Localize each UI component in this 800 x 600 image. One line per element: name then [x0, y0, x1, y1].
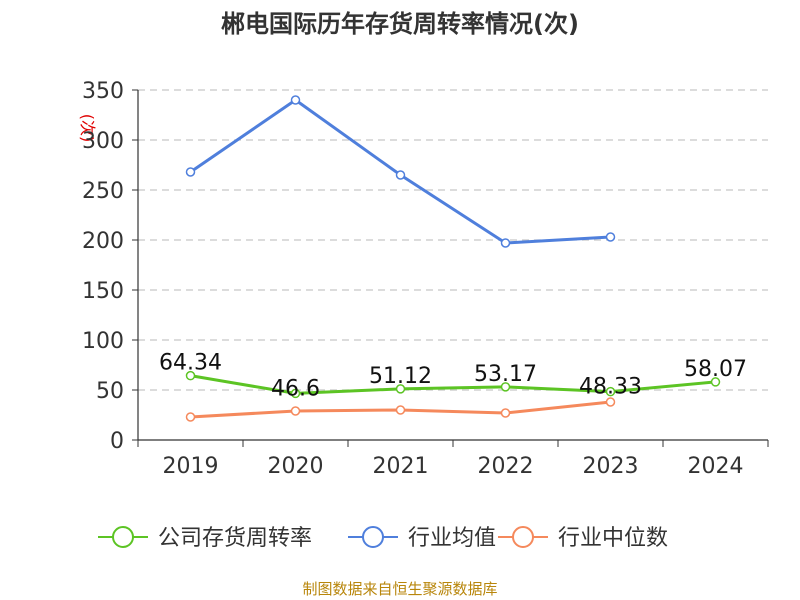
axes: 0 50 100 150 200 250 300 350 2019 2020 2021 2022 202… — [82, 79, 769, 479]
data-label: 48.33 — [579, 375, 642, 400]
data-label: 51.12 — [369, 364, 432, 389]
legend-item-0[interactable]: 公司存货周转率 — [98, 526, 312, 551]
series-layer — [185, 95, 721, 422]
legend-label: 行业中位数 — [558, 526, 668, 551]
x-tick-label: 2019 — [163, 454, 219, 479]
legend-swatch-marker — [112, 526, 134, 548]
data-label: 64.34 — [159, 351, 222, 376]
series-line — [190, 374, 716, 395]
data-point — [500, 238, 511, 248]
source-note: 制图数据来自恒生聚源数据库 — [302, 580, 497, 598]
x-tick-label: 2020 — [268, 454, 324, 479]
series-0 — [185, 370, 721, 399]
legend: 公司存货周转率 行业均值 行业中位数 — [98, 526, 668, 551]
data-label: 53.17 — [474, 362, 537, 387]
legend-item-1[interactable]: 行业均值 — [348, 526, 496, 551]
chart-title: 郴电国际历年存货周转率情况(次) — [221, 10, 579, 38]
data-point — [500, 382, 511, 392]
data-point — [185, 412, 196, 422]
legend-item-2[interactable]: 行业中位数 — [498, 526, 668, 551]
y-tick-label: 350 — [82, 79, 124, 104]
legend-swatch-marker — [512, 526, 534, 548]
data-point — [710, 377, 721, 387]
y-tick-label: 250 — [82, 179, 124, 204]
x-tick-label: 2023 — [583, 454, 639, 479]
data-label: 46.6 — [271, 376, 320, 401]
data-point — [185, 370, 196, 381]
y-tick-label: 0 — [110, 429, 124, 454]
legend-label: 公司存货周转率 — [158, 526, 312, 551]
data-point — [500, 408, 511, 418]
data-point — [185, 167, 196, 177]
data-point — [290, 388, 301, 399]
data-point — [605, 386, 616, 397]
data-point — [605, 232, 616, 242]
y-tick-label: 300 — [82, 129, 124, 154]
legend-label: 行业均值 — [408, 526, 496, 551]
y-tick-label: 100 — [82, 329, 124, 354]
y-tick-label: 150 — [82, 279, 124, 304]
data-point — [605, 397, 616, 407]
data-point — [290, 406, 301, 416]
data-point — [290, 95, 301, 105]
grid — [138, 89, 768, 391]
series-2 — [185, 397, 616, 422]
y-tick-label: 50 — [96, 379, 124, 404]
unit-label: (次) — [78, 114, 97, 143]
legend-swatch-marker — [362, 526, 384, 548]
y-tick-label: 200 — [82, 229, 124, 254]
data-point — [395, 170, 406, 180]
x-tick-label: 2021 — [373, 454, 429, 479]
data-point — [395, 405, 406, 415]
data-label: 58.07 — [684, 357, 747, 382]
series-1 — [185, 95, 616, 248]
x-tick-label: 2022 — [478, 454, 534, 479]
x-tick-label: 2024 — [688, 454, 744, 479]
data-point — [395, 384, 406, 394]
data-labels: 64.34 46.6 51.12 53.17 48.33 58.07 — [159, 351, 747, 402]
